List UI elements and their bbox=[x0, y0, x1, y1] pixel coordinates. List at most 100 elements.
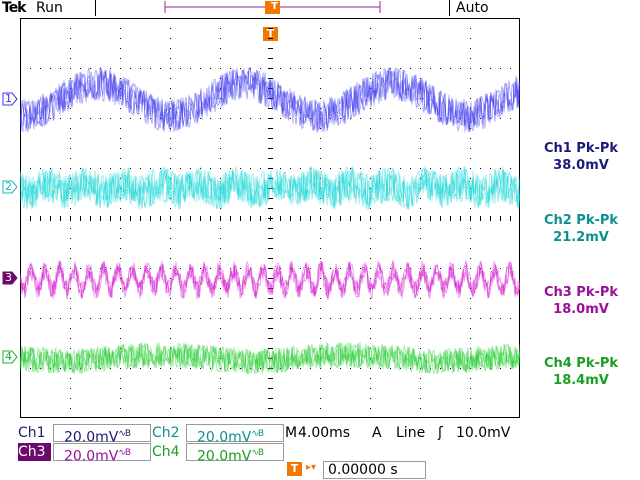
grid-dot bbox=[90, 68, 91, 69]
grid-dot bbox=[320, 208, 321, 209]
grid-dot bbox=[370, 168, 371, 169]
ch4-scale[interactable]: 20.0mV∿B bbox=[186, 443, 284, 465]
trigger-source[interactable]: Line bbox=[396, 425, 426, 441]
grid-dot bbox=[120, 138, 121, 139]
grid-dot bbox=[180, 268, 181, 269]
grid-dot bbox=[130, 168, 131, 169]
grid-tick bbox=[80, 216, 81, 221]
grid-tick bbox=[130, 216, 131, 221]
grid-dot bbox=[470, 268, 471, 269]
grid-dot bbox=[300, 318, 301, 319]
ch1-trace bbox=[20, 67, 520, 133]
grid-dot bbox=[70, 298, 71, 299]
grid-dot bbox=[220, 258, 221, 259]
ch2-ground-marker[interactable]: 2 bbox=[2, 180, 18, 194]
grid-dot bbox=[80, 268, 81, 269]
grid-dot bbox=[220, 178, 221, 179]
grid-dot bbox=[510, 318, 511, 319]
grid-tick bbox=[268, 318, 273, 319]
grid-dot bbox=[120, 128, 121, 129]
measurement-label: Ch2 Pk-Pk bbox=[543, 213, 619, 228]
grid-tick bbox=[290, 216, 291, 221]
grid-tick bbox=[268, 68, 273, 69]
measurement-value: 18.0mV bbox=[553, 302, 609, 317]
grid-dot bbox=[220, 278, 221, 279]
grid-dot bbox=[420, 228, 421, 229]
ch1-ground-marker[interactable]: 1 bbox=[2, 92, 18, 106]
ch1-label[interactable]: Ch1 bbox=[18, 425, 46, 441]
ch4-trace bbox=[20, 343, 520, 375]
grid-tick bbox=[500, 216, 501, 221]
grid-dot bbox=[70, 118, 71, 119]
ch3-ground-marker[interactable]: 3 bbox=[2, 271, 18, 285]
grid-dot bbox=[430, 168, 431, 169]
grid-dot bbox=[220, 308, 221, 309]
grid-dot bbox=[460, 368, 461, 369]
grid-dot bbox=[470, 168, 471, 169]
trigger-position-marker[interactable]: T bbox=[271, 1, 278, 12]
ch4-label[interactable]: Ch4 bbox=[152, 444, 180, 460]
grid-dot bbox=[430, 118, 431, 119]
grid-dot bbox=[100, 368, 101, 369]
grid-dot bbox=[120, 318, 121, 319]
grid-dot bbox=[70, 58, 71, 59]
grid-dot bbox=[170, 308, 171, 309]
trigger-offset-value[interactable]: 0.00000 s bbox=[323, 461, 426, 479]
ch1-scale[interactable]: 20.0mV∿B bbox=[53, 424, 151, 446]
grid-dot bbox=[390, 368, 391, 369]
grid-tick bbox=[330, 216, 331, 221]
ch2-label[interactable]: Ch2 bbox=[152, 425, 180, 441]
ch1-trace bbox=[20, 66, 520, 133]
ch3-label[interactable]: Ch3 bbox=[18, 443, 51, 461]
run-state[interactable]: Run bbox=[36, 0, 63, 16]
grid-dot bbox=[90, 318, 91, 319]
grid-dot bbox=[170, 348, 171, 349]
trigger-mode[interactable]: Auto bbox=[456, 0, 489, 16]
grid-dot bbox=[280, 68, 281, 69]
grid-dot bbox=[70, 248, 71, 249]
grid-dot bbox=[70, 258, 71, 259]
grid-dot bbox=[420, 238, 421, 239]
grid-dot bbox=[200, 368, 201, 369]
trigger-point-marker[interactable]: T bbox=[263, 27, 278, 41]
grid-dot bbox=[140, 318, 141, 319]
ch2-scale[interactable]: 20.0mV∿B bbox=[186, 424, 284, 446]
grid-dot bbox=[410, 268, 411, 269]
grid-dot bbox=[170, 158, 171, 159]
grid-dot bbox=[220, 238, 221, 239]
grid-dot bbox=[30, 168, 31, 169]
grid-dot bbox=[340, 368, 341, 369]
waveform-display bbox=[20, 18, 520, 418]
trigger-level[interactable]: 10.0mV bbox=[456, 425, 511, 441]
graticule bbox=[20, 18, 511, 409]
grid-dot bbox=[500, 368, 501, 369]
grid-tick bbox=[268, 108, 273, 109]
measurement-value: 38.0mV bbox=[553, 158, 609, 173]
grid-dot bbox=[240, 268, 241, 269]
grid-dot bbox=[420, 248, 421, 249]
grid-dot bbox=[220, 318, 221, 319]
grid-dot bbox=[440, 318, 441, 319]
grid-tick bbox=[268, 78, 273, 79]
grid-dot bbox=[340, 168, 341, 169]
timebase-value[interactable]: 4.00ms bbox=[298, 425, 351, 441]
grid-dot bbox=[410, 118, 411, 119]
timebase-label: M bbox=[285, 425, 298, 441]
grid-dot bbox=[370, 68, 371, 69]
ch3-scale[interactable]: 20.0mV∿B bbox=[53, 443, 151, 465]
grid-dot bbox=[470, 378, 471, 379]
grid-dot bbox=[420, 68, 421, 69]
grid-dot bbox=[230, 118, 231, 119]
grid-dot bbox=[340, 318, 341, 319]
grid-dot bbox=[170, 298, 171, 299]
grid-dot bbox=[320, 228, 321, 229]
grid-dot bbox=[420, 48, 421, 49]
grid-dot bbox=[420, 308, 421, 309]
grid-dot bbox=[470, 98, 471, 99]
grid-dot bbox=[220, 248, 221, 249]
grid-dot bbox=[120, 248, 121, 249]
grid-tick bbox=[160, 216, 161, 221]
ch4-ground-marker[interactable]: 4 bbox=[2, 350, 18, 364]
grid-tick bbox=[510, 216, 511, 221]
grid-dot bbox=[510, 168, 511, 169]
